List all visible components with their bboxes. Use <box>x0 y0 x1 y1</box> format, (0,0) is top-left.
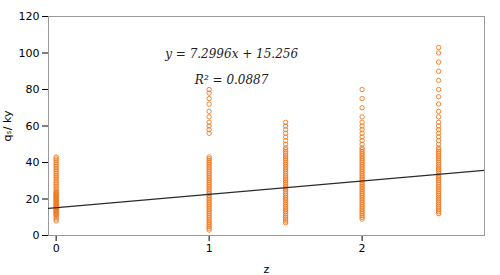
svg-text:40: 40 <box>26 156 40 169</box>
svg-text:y = 7.2996x + 15.256: y = 7.2996x + 15.256 <box>164 47 298 61</box>
svg-text:80: 80 <box>26 83 40 96</box>
svg-text:60: 60 <box>26 120 40 133</box>
svg-text:0: 0 <box>33 229 40 242</box>
svg-text:0: 0 <box>53 242 60 255</box>
svg-text:2: 2 <box>359 242 366 255</box>
svg-text:120: 120 <box>19 10 40 23</box>
svg-text:20: 20 <box>26 193 40 206</box>
svg-text:100: 100 <box>19 47 40 60</box>
svg-text:1: 1 <box>206 242 213 255</box>
svg-text:R² = 0.0887: R² = 0.0887 <box>194 73 269 87</box>
svg-text:qₛ/ ky: qₛ/ ky <box>1 110 14 141</box>
svg-text:z: z <box>264 263 270 275</box>
